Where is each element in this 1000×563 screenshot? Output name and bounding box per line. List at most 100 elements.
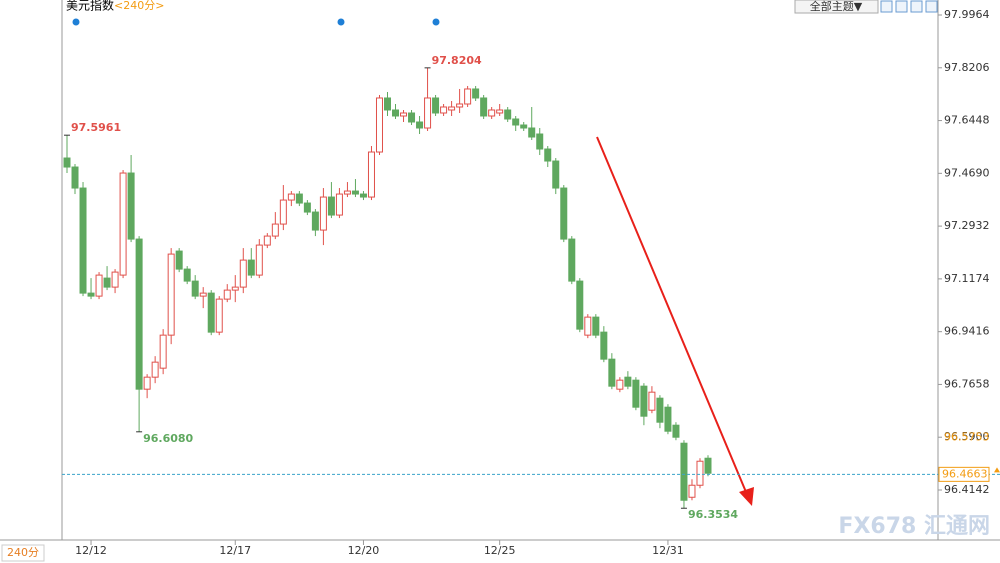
x-tick-label: 12/25 [484, 544, 516, 557]
candle-body [287, 193, 295, 201]
extreme-label: 96.6080 [143, 432, 193, 445]
candle-body [255, 244, 263, 276]
candle-body [79, 187, 87, 294]
candle-body [448, 106, 456, 111]
candle-body [456, 103, 464, 108]
period: <240分> [114, 0, 164, 12]
period-button[interactable] [1, 544, 45, 562]
candle-body [135, 238, 143, 390]
candle-body [127, 172, 135, 240]
candle-body [183, 268, 191, 282]
extreme-label: 96.3534 [688, 508, 738, 521]
candle-body [319, 196, 327, 231]
candle-body [416, 121, 424, 129]
candle-body [424, 97, 432, 129]
candle-body [552, 160, 560, 189]
candle-body [143, 376, 151, 390]
watermark: FX678 汇通网 [838, 514, 990, 539]
candle-body [600, 331, 608, 360]
theme-button-label[interactable]: 全部主题▼ [810, 0, 863, 13]
candle-body [384, 97, 391, 111]
theme-button[interactable] [794, 0, 879, 14]
candle-body [223, 289, 231, 300]
candle-body [688, 484, 696, 498]
y-tick-label: 97.8206 [944, 61, 990, 74]
candle-body [87, 292, 95, 297]
candle-body [576, 280, 584, 330]
x-tick-label: 12/12 [75, 544, 107, 557]
candle-body [367, 151, 375, 198]
candle-body [239, 259, 247, 288]
candle-body [392, 109, 400, 117]
candle-body [592, 316, 600, 336]
toolbar-icons[interactable] [880, 0, 938, 13]
candle-body [247, 259, 255, 276]
candle-body [512, 118, 520, 126]
price-mark-label: 96.5753 [944, 431, 990, 444]
candle-body [71, 166, 79, 189]
y-tick-label: 97.2932 [944, 219, 990, 232]
candle-body [440, 106, 448, 114]
candle-body [656, 397, 664, 423]
candle-body [279, 199, 287, 225]
candle-body [400, 112, 408, 117]
candle-body [568, 238, 576, 282]
candle-body [640, 385, 648, 417]
candle-body [648, 391, 656, 411]
candle-body [191, 280, 199, 297]
y-tick-label: 96.7658 [944, 377, 990, 390]
candle-body [560, 187, 568, 240]
y-tick-label: 97.4690 [944, 166, 990, 179]
x-tick-label: 12/31 [652, 544, 684, 557]
candle-body [207, 292, 215, 333]
candle-body [167, 253, 175, 336]
candle-body [119, 172, 127, 276]
candle-body [520, 124, 528, 129]
candle-body [175, 250, 183, 270]
candle-body [480, 97, 488, 117]
candle-body [327, 196, 335, 216]
trend-arrow [596, 136, 754, 506]
candle-body [359, 193, 367, 198]
candle-body [303, 202, 311, 213]
candle-body [544, 148, 552, 162]
candle-body [215, 298, 223, 333]
candle-body [496, 109, 504, 114]
candle-body [375, 97, 383, 153]
candle-body [335, 193, 343, 216]
candle-body [464, 88, 472, 105]
candle-body [488, 109, 496, 117]
price-mark-arrow [994, 467, 1000, 473]
candle-body [231, 286, 239, 291]
candle-body [295, 193, 303, 204]
extreme-label: 97.5961 [71, 121, 121, 134]
candle-body [632, 379, 640, 408]
x-tick-label: 12/17 [219, 544, 251, 557]
candle-body [608, 358, 616, 387]
y-tick-label: 96.4142 [944, 483, 990, 496]
candle-body [584, 316, 592, 336]
candle-body [408, 112, 416, 123]
candle-body [536, 133, 544, 150]
candle-body [263, 235, 271, 246]
y-tick-label: 96.9416 [944, 325, 990, 338]
y-tick-label: 97.6448 [944, 114, 990, 127]
candle-body [616, 379, 624, 390]
candle-body [159, 334, 167, 369]
candle-body [704, 457, 712, 474]
candle-body [311, 211, 319, 231]
candle-body [432, 97, 440, 114]
candle-body [151, 361, 159, 378]
candle-body [528, 127, 536, 138]
candle-body [624, 376, 632, 387]
extreme-label: 97.8204 [432, 54, 482, 67]
y-tick-label: 96.5900 [944, 430, 990, 443]
candle-body [103, 277, 111, 288]
candle-body [95, 274, 103, 297]
candle-body [199, 292, 207, 297]
last-price-label: 96.4663 [942, 467, 988, 480]
y-tick-label: 97.1174 [944, 272, 990, 285]
period-button-label[interactable]: 240分 [7, 546, 39, 559]
candle-body [111, 271, 119, 288]
